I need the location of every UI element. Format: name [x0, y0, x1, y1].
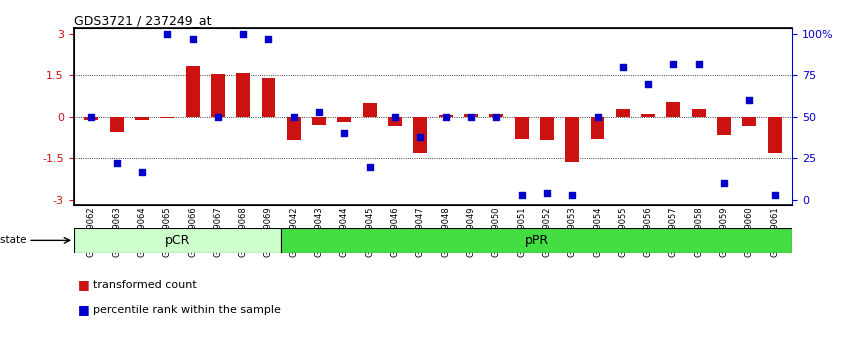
Text: pPR: pPR — [525, 234, 549, 247]
Bar — [185, 65, 199, 117]
Point — [338, 131, 352, 136]
Text: ■: ■ — [78, 303, 90, 316]
Bar — [667, 102, 681, 117]
Bar — [565, 117, 579, 162]
Bar — [262, 78, 275, 117]
Bar — [281, 228, 792, 253]
Bar — [692, 109, 706, 117]
Point — [110, 160, 124, 166]
Bar — [616, 109, 630, 117]
Text: pCR: pCR — [165, 234, 190, 247]
Text: disease state: disease state — [0, 235, 27, 245]
Point — [616, 64, 630, 70]
Point — [489, 114, 503, 120]
Bar — [768, 117, 782, 153]
Point — [388, 114, 402, 120]
Bar — [591, 117, 604, 139]
Bar — [439, 115, 453, 117]
Bar — [236, 73, 250, 117]
Point — [84, 114, 98, 120]
Point — [236, 31, 250, 37]
Point — [160, 31, 174, 37]
Point — [768, 192, 782, 198]
Point — [514, 192, 528, 198]
Bar — [135, 117, 149, 120]
Bar — [74, 228, 281, 253]
Bar — [287, 117, 301, 140]
Bar — [312, 117, 326, 125]
Point — [565, 192, 579, 198]
Bar — [363, 103, 377, 117]
Point — [641, 81, 655, 86]
Point — [413, 134, 427, 139]
Point — [464, 114, 478, 120]
Bar — [338, 117, 352, 122]
Bar — [717, 117, 731, 135]
Point — [742, 97, 756, 103]
Point — [312, 109, 326, 115]
Bar — [160, 117, 174, 118]
Point — [262, 36, 275, 42]
Point — [717, 180, 731, 186]
Point — [692, 61, 706, 67]
Point — [211, 114, 225, 120]
Text: transformed count: transformed count — [93, 280, 197, 290]
Text: ■: ■ — [78, 279, 90, 291]
Point — [667, 61, 681, 67]
Text: GDS3721 / 237249_at: GDS3721 / 237249_at — [74, 14, 211, 27]
Point — [540, 190, 554, 196]
Bar — [464, 114, 478, 117]
Bar — [388, 117, 402, 126]
Point — [363, 164, 377, 170]
Point — [439, 114, 453, 120]
Bar — [413, 117, 427, 153]
Bar — [211, 74, 225, 117]
Bar — [514, 117, 528, 139]
Point — [135, 169, 149, 175]
Bar — [84, 117, 98, 120]
Bar — [110, 117, 124, 132]
Text: percentile rank within the sample: percentile rank within the sample — [93, 305, 281, 315]
Bar — [742, 117, 756, 126]
Point — [591, 114, 604, 120]
Bar — [489, 114, 503, 117]
Point — [185, 36, 199, 42]
Bar — [540, 117, 554, 140]
Point — [287, 114, 301, 120]
Bar — [641, 114, 655, 117]
